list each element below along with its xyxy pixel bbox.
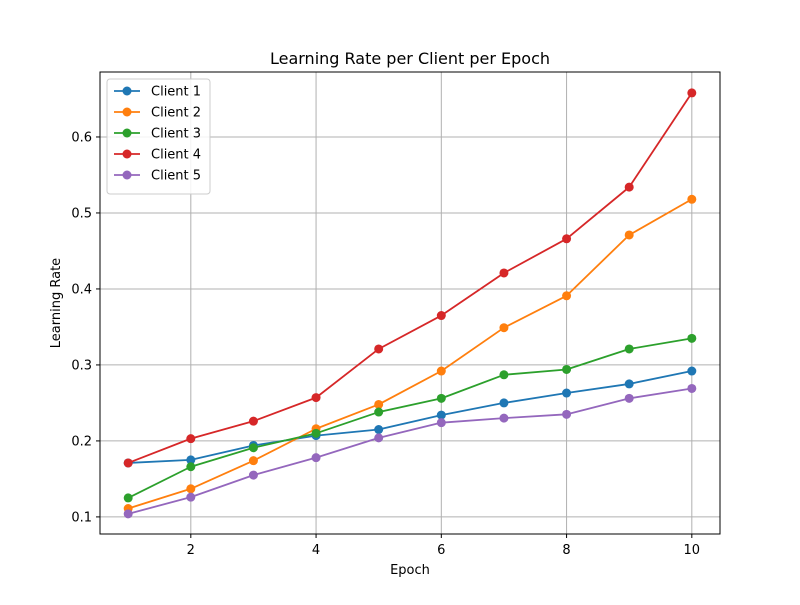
legend: Client 1 Client 2 Client 3 Client 4 Client 5 bbox=[106, 78, 211, 195]
data-point bbox=[248, 443, 258, 453]
data-point bbox=[624, 379, 634, 389]
legend-item: Client 3 bbox=[114, 127, 201, 142]
series-line bbox=[127, 92, 693, 464]
y-tick-label: 0.4 bbox=[71, 282, 92, 297]
series-line bbox=[127, 198, 693, 510]
data-point bbox=[562, 388, 572, 398]
data-point bbox=[248, 456, 258, 466]
data-point bbox=[499, 398, 509, 408]
data-point bbox=[562, 234, 572, 244]
data-point bbox=[436, 418, 446, 428]
legend-swatch-marker bbox=[122, 107, 132, 117]
data-point bbox=[687, 88, 697, 98]
legend-swatch-marker bbox=[122, 86, 132, 96]
legend-item: Client 5 bbox=[114, 169, 201, 184]
y-tick-label: 0.6 bbox=[71, 130, 92, 145]
data-point bbox=[374, 407, 384, 417]
y-tick-label: 0.1 bbox=[71, 510, 92, 525]
x-axis-label: Epoch bbox=[390, 563, 430, 578]
legend-label: Client 4 bbox=[151, 148, 201, 163]
data-point bbox=[687, 383, 697, 393]
legend-label: Client 1 bbox=[151, 85, 201, 100]
data-point bbox=[499, 370, 509, 380]
series-lines bbox=[123, 88, 697, 519]
data-point bbox=[562, 364, 572, 374]
data-point bbox=[499, 413, 509, 423]
series-3 bbox=[123, 333, 697, 503]
data-point bbox=[374, 425, 384, 435]
data-point bbox=[499, 323, 509, 333]
y-tick-label: 0.3 bbox=[71, 358, 92, 373]
legend-item: Client 1 bbox=[114, 85, 201, 100]
data-point bbox=[374, 433, 384, 443]
series-line bbox=[128, 370, 692, 464]
x-tick-label: 2 bbox=[187, 543, 195, 558]
data-point bbox=[123, 493, 133, 503]
data-point bbox=[311, 453, 321, 463]
data-point bbox=[374, 399, 384, 409]
legend-item: Client 4 bbox=[114, 148, 201, 163]
data-point bbox=[123, 458, 133, 468]
legend-label: Client 3 bbox=[151, 127, 201, 142]
legend-swatch-marker bbox=[122, 149, 132, 159]
data-point bbox=[311, 393, 321, 403]
x-tick-label: 4 bbox=[312, 543, 320, 558]
data-point bbox=[687, 194, 697, 204]
legend-swatch-marker bbox=[122, 170, 132, 180]
data-point bbox=[624, 344, 634, 354]
x-tick-label: 10 bbox=[684, 543, 701, 558]
data-point bbox=[436, 311, 446, 321]
legend-box bbox=[106, 78, 211, 195]
data-point bbox=[562, 291, 572, 301]
data-point bbox=[436, 366, 446, 376]
data-point bbox=[499, 268, 509, 278]
data-point bbox=[186, 434, 196, 444]
legend-label: Client 2 bbox=[151, 106, 201, 121]
data-point bbox=[562, 409, 572, 419]
series-line bbox=[127, 387, 692, 515]
data-point bbox=[248, 470, 258, 480]
plot-area-frame bbox=[99, 71, 721, 535]
data-point bbox=[624, 182, 634, 192]
legend-swatch-marker bbox=[122, 128, 132, 138]
data-point bbox=[123, 509, 133, 519]
y-axis-label: Learning Rate bbox=[49, 258, 64, 348]
series-5 bbox=[123, 383, 697, 519]
legend-label: Client 5 bbox=[151, 169, 201, 184]
x-tick-label: 6 bbox=[437, 543, 445, 558]
axis-ticks: 2 4 6 8 10 0.1 0.2 0.3 0.4 0.5 0.6 bbox=[71, 130, 700, 558]
data-point bbox=[624, 393, 634, 403]
grid bbox=[100, 72, 720, 534]
data-point bbox=[186, 492, 196, 502]
data-point bbox=[624, 230, 634, 240]
x-tick-label: 8 bbox=[562, 543, 570, 558]
data-point bbox=[374, 344, 384, 354]
y-tick-label: 0.2 bbox=[71, 434, 92, 449]
data-point bbox=[311, 428, 321, 438]
series-1 bbox=[123, 366, 697, 468]
data-point bbox=[436, 410, 446, 420]
data-point bbox=[248, 416, 258, 426]
data-point bbox=[687, 333, 697, 343]
series-line bbox=[127, 337, 692, 499]
y-tick-label: 0.5 bbox=[71, 206, 92, 221]
legend-item: Client 2 bbox=[114, 106, 201, 121]
series-4 bbox=[123, 88, 697, 468]
data-point bbox=[186, 484, 196, 494]
chart-title: Learning Rate per Client per Epoch bbox=[270, 49, 550, 68]
data-point bbox=[186, 462, 196, 472]
data-point bbox=[436, 393, 446, 403]
data-point bbox=[186, 455, 196, 465]
data-point bbox=[687, 366, 697, 376]
